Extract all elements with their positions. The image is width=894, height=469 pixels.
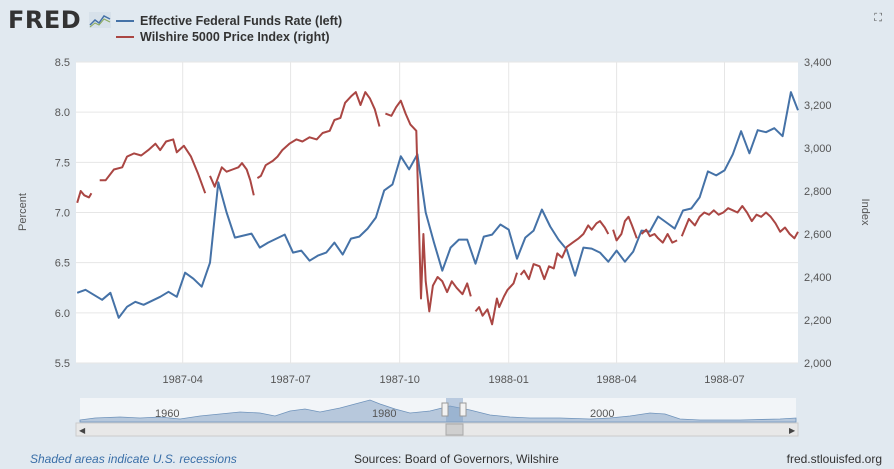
legend-label-wilshire: Wilshire 5000 Price Index (right) [140,30,330,44]
chart-trend-icon [89,12,111,28]
right-axis: 2,000 2,200 2,400 2,600 2,800 3,000 3,200 3,400 [804,57,832,370]
chart-legend: Effective Federal Funds Rate (left) Wils… [116,13,342,45]
y-left-tick-label: 6.0 [55,308,70,320]
series-line-wilshire-seg-7 [612,215,638,242]
recession-note: Shaded areas indicate U.S. recessions [30,452,237,466]
series-line-fed-funds [76,91,799,319]
y-right-tick-label: 2,200 [804,315,832,327]
y-axis-left-title: Percent [17,193,29,231]
gridlines [76,61,798,364]
scroll-left-icon[interactable]: ◀ [79,426,86,435]
scroll-right-icon[interactable]: ▶ [789,426,796,435]
x-tick-label: 1987-04 [163,374,203,386]
navigator[interactable]: 1960 1980 2000 ◀ ▶ [75,398,799,437]
navigator-selection[interactable] [446,398,463,422]
series-layer [76,91,799,326]
legend-swatch-wilshire [116,36,134,38]
y-left-tick-label: 5.5 [55,358,70,370]
y-right-tick-label: 2,400 [804,272,832,284]
navigator-series [79,399,797,423]
x-tick-label: 1988-04 [596,374,636,386]
y-left-tick-label: 6.5 [55,258,70,270]
x-tick-label: 1988-07 [704,374,744,386]
y-right-tick-label: 2,000 [804,358,832,370]
y-right-tick-label: 3,000 [804,143,832,155]
legend-swatch-fed-funds [116,20,134,22]
y-left-tick-label: 7.0 [55,208,70,220]
y-right-tick-label: 3,200 [804,100,832,112]
scrollbar-track[interactable] [75,422,799,437]
sources-text: Sources: Board of Governors, Wilshire [354,452,559,466]
y-right-tick-label: 3,400 [804,57,832,69]
navigator-handle-right[interactable] [459,402,467,417]
legend-item-fed-funds[interactable]: Effective Federal Funds Rate (left) [116,13,342,29]
expand-icon[interactable]: ⛶ [874,12,882,24]
series-line-wilshire-seg-5 [474,272,518,326]
y-axis-right-title: Index [859,199,871,226]
series-line-wilshire-seg-0 [76,190,93,204]
navigator-handle-left[interactable] [441,402,449,417]
y-left-tick-label: 8.5 [55,57,70,69]
site-link[interactable]: fred.stlouisfed.org [786,452,882,466]
y-left-tick-label: 8.0 [55,107,70,119]
series-line-wilshire-seg-1 [99,138,207,194]
series-line-wilshire-seg-4 [385,99,472,313]
legend-label-fed-funds: Effective Federal Funds Rate (left) [140,14,343,28]
y-left-tick-label: 7.5 [55,157,70,169]
series-line-wilshire-seg-8 [640,228,678,244]
series-line-wilshire-seg-9 [680,205,799,240]
x-tick-label: 1987-10 [379,374,419,386]
series-line-wilshire-seg-2 [209,162,255,196]
left-axis: 5.5 6.0 6.5 7.0 7.5 8.0 8.5 [55,57,70,370]
scrollbar-thumb[interactable] [445,423,464,436]
x-tick-label: 1988-01 [489,374,529,386]
x-tick-label: 1987-07 [270,374,310,386]
y-right-tick-label: 2,600 [804,229,832,241]
navigator-label-1980: 1980 [372,408,396,420]
y-right-tick-label: 2,800 [804,186,832,198]
legend-item-wilshire[interactable]: Wilshire 5000 Price Index (right) [116,29,342,45]
series-line-wilshire-seg-6 [519,220,610,281]
x-axis: 1987-04 1987-07 1987-10 1988-01 1988-04 1988-… [163,374,745,386]
navigator-label-2000: 2000 [590,408,614,420]
navigator-label-1960: 1960 [155,408,179,420]
fred-logo[interactable]: FRED [8,6,82,34]
series-line-wilshire-seg-3 [256,91,381,179]
